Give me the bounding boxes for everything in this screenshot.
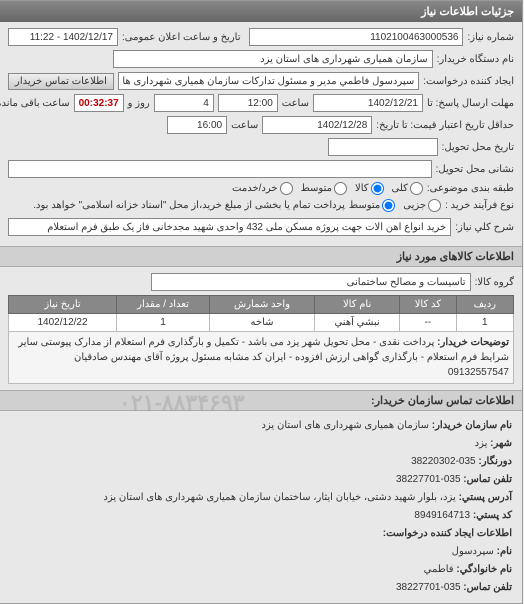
desc-label: توضیحات خریدار: bbox=[438, 337, 510, 348]
cell-qty: 1 bbox=[118, 314, 211, 332]
remain-suffix: ساعت باقی مانده bbox=[0, 98, 71, 109]
price-time-label: ساعت bbox=[232, 120, 259, 131]
col-qty: تعداد / مقدار bbox=[118, 296, 211, 314]
deadline-time-label: ساعت bbox=[283, 98, 310, 109]
contact-section-title: اطلاعات تماس سازمان خریدار: bbox=[1, 390, 523, 411]
zip-label: کد پستي: bbox=[474, 510, 513, 521]
price-date-field[interactable] bbox=[263, 116, 373, 134]
phone-label: تلفن تماس: bbox=[464, 474, 513, 485]
deadline-label: مهلت ارسال پاسخ: تا bbox=[428, 98, 515, 109]
proc-radio-group: جزیی متوسط bbox=[350, 199, 442, 212]
proc-opt-partial[interactable]: جزیی bbox=[404, 199, 442, 212]
cell-name: نبشي آهني bbox=[316, 314, 401, 332]
deadline-time-field[interactable] bbox=[219, 94, 279, 112]
addr-value: یزد، بلوار شهید دشتی، خیابان ایثار، ساخت… bbox=[104, 492, 456, 503]
col-name: نام کالا bbox=[316, 296, 401, 314]
group-label: گروه کالا: bbox=[476, 277, 515, 288]
requester-label: ایجاد کننده درخواست: bbox=[424, 76, 515, 87]
delivery-date-field[interactable] bbox=[329, 138, 439, 156]
org-label: نام سازمان خریدار: bbox=[433, 420, 513, 431]
goods-section-title: اطلاعات کالاهای مورد نیاز bbox=[1, 246, 523, 267]
table-row[interactable]: 1 -- نبشي آهني شاخه 1 1402/12/22 bbox=[10, 314, 515, 332]
col-unit: واحد شمارش bbox=[210, 296, 315, 314]
announce-label: تاریخ و ساعت اعلان عمومی: bbox=[123, 32, 242, 43]
lname-label: نام خانوادگي: bbox=[457, 564, 513, 575]
fax-value: 035-38220302 bbox=[412, 456, 477, 467]
pkg-radio-group: کلی کالا متوسط خرد/خدمت bbox=[233, 182, 424, 195]
price-time-field[interactable] bbox=[168, 116, 228, 134]
req-no-field[interactable] bbox=[250, 28, 465, 46]
cell-code: -- bbox=[401, 314, 457, 332]
zip-value: 8949164713 bbox=[415, 510, 471, 521]
subject-field[interactable] bbox=[9, 218, 452, 236]
city-label: شهر: bbox=[491, 438, 513, 449]
remain-time: 00:32:37 bbox=[75, 94, 125, 112]
panel-body: شماره نیاز: تاریخ و ساعت اعلان عمومی: نا… bbox=[1, 22, 523, 246]
lname-value: فاطمي bbox=[425, 564, 455, 575]
col-date: تاریخ نیاز bbox=[10, 296, 118, 314]
contact-info: نام سازمان خریدار: سازمان همیاری شهرداری… bbox=[1, 411, 523, 603]
pkg-opt-medium[interactable]: متوسط bbox=[302, 182, 348, 195]
delivery-addr-label: نشانی محل تحویل: bbox=[437, 164, 515, 175]
req-creator-title: اطلاعات ایجاد کننده درخواست: bbox=[11, 525, 513, 542]
contact-buyer-button[interactable]: اطلاعات تماس خریدار bbox=[9, 73, 115, 90]
cell-idx: 1 bbox=[457, 314, 514, 332]
cell-unit: شاخه bbox=[210, 314, 315, 332]
buyer-org-field[interactable] bbox=[114, 50, 434, 68]
announce-field[interactable] bbox=[9, 28, 119, 46]
tel-label: تلفن تماس: bbox=[464, 582, 513, 593]
fax-label: دورنگار: bbox=[479, 456, 513, 467]
remain-days-field bbox=[155, 94, 215, 112]
price-validity-label: حداقل تاریخ اعتبار قیمت: تا تاریخ: bbox=[377, 120, 515, 131]
tel-value: 035-38227701 bbox=[397, 582, 462, 593]
pkg-opt-goods[interactable]: کالا bbox=[356, 182, 385, 195]
name-value: سپردسول bbox=[453, 546, 495, 557]
pkg-opt-all[interactable]: کلی bbox=[393, 182, 424, 195]
proc-opt-medium[interactable]: متوسط bbox=[350, 199, 396, 212]
details-panel: جزئیات اطلاعات نیاز شماره نیاز: تاریخ و … bbox=[0, 0, 524, 604]
col-code: کد کالا bbox=[401, 296, 457, 314]
goods-table: ردیف کد کالا نام کالا واحد شمارش تعداد /… bbox=[9, 295, 515, 384]
col-idx: ردیف bbox=[457, 296, 514, 314]
pkg-label: طبقه بندی موضوعی: bbox=[428, 183, 515, 194]
phone-value: 035-38227701 bbox=[397, 474, 462, 485]
group-field[interactable] bbox=[152, 273, 472, 291]
delivery-addr-field[interactable] bbox=[9, 160, 433, 178]
desc-text: پرداخت نقدی - محل تحویل شهر یزد می باشد … bbox=[19, 337, 510, 378]
name-label: نام: bbox=[498, 546, 513, 557]
org-value: سازمان همیاری شهرداری های استان یزد bbox=[262, 420, 430, 431]
table-header-row: ردیف کد کالا نام کالا واحد شمارش تعداد /… bbox=[10, 296, 515, 314]
subject-label: شرح کلي نیاز: bbox=[456, 222, 515, 233]
buyer-org-label: نام دستگاه خریدار: bbox=[438, 54, 515, 65]
proc-note: پرداخت تمام یا بخشی از مبلغ خرید،از محل … bbox=[34, 200, 346, 211]
pkg-opt-retail[interactable]: خرد/خدمت bbox=[233, 182, 294, 195]
requester-field[interactable] bbox=[119, 72, 420, 90]
city-value: یزد bbox=[476, 438, 489, 449]
addr-label: آدرس پستي: bbox=[460, 492, 513, 503]
proc-label: نوع فرآیند خرید : bbox=[446, 200, 515, 211]
remain-label: روز و bbox=[129, 98, 151, 109]
desc-row: توضیحات خریدار: پرداخت نقدی - محل تحویل … bbox=[10, 332, 515, 384]
deadline-date-field[interactable] bbox=[314, 94, 424, 112]
delivery-date-label: تاریخ محل تحویل: bbox=[443, 142, 515, 153]
cell-date: 1402/12/22 bbox=[10, 314, 118, 332]
req-no-label: شماره نیاز: bbox=[468, 32, 515, 43]
panel-title: جزئیات اطلاعات نیاز bbox=[1, 1, 523, 22]
